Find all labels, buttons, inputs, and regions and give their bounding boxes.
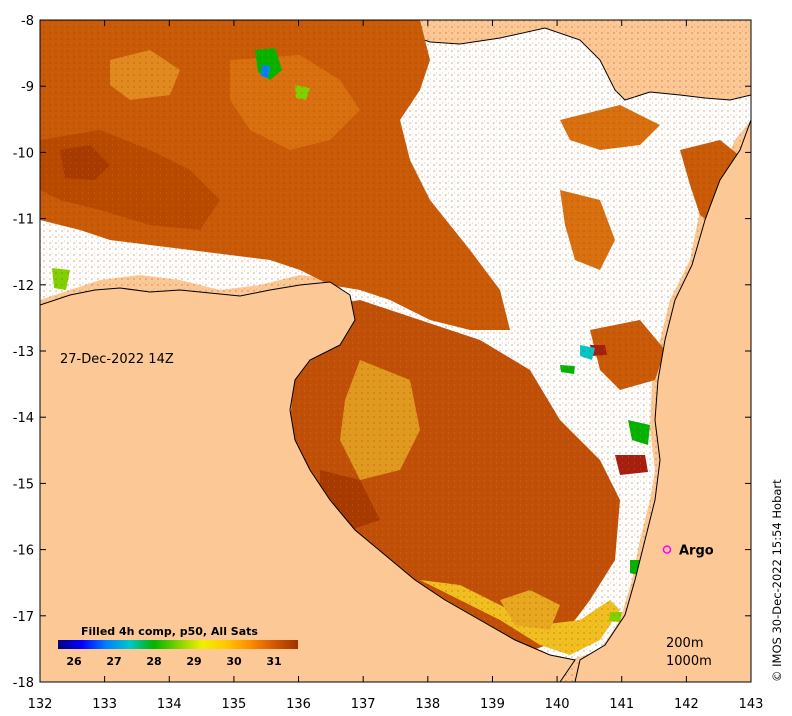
colorbar-tick-label: 27	[106, 655, 121, 668]
x-tick-label: 132	[28, 697, 53, 712]
y-tick-label: -8	[21, 14, 34, 29]
colorbar-tick-label: 30	[226, 655, 242, 668]
x-tick-label: 136	[286, 697, 311, 712]
colorbar-tick-label: 31	[266, 655, 281, 668]
x-axis-ticks: 132 133 134 135 136 137 138 139 140 141 142 143	[28, 20, 764, 712]
y-tick-label: -16	[13, 544, 34, 559]
x-tick-label: 133	[92, 697, 117, 712]
y-tick-label: -15	[13, 477, 34, 492]
colorbar-bar	[58, 640, 298, 649]
colorbar-tick-label: 26	[66, 655, 82, 668]
date-label: 27-Dec-2022 14Z	[60, 352, 174, 367]
y-tick-label: -10	[13, 146, 34, 161]
x-tick-label: 135	[221, 697, 246, 712]
y-axis-ticks: -8 -9 -10 -11 -12 -13 -14 -15 -16 -17 -18	[13, 14, 751, 691]
cape-york	[574, 119, 751, 682]
x-tick-label: 134	[157, 697, 182, 712]
depth-contour-1000m: 1000m	[666, 654, 712, 669]
credit-text: © IMOS 30-Dec-2022 15:54 Hobart	[770, 479, 784, 682]
y-tick-label: -9	[21, 80, 34, 95]
arnhem-land	[40, 281, 576, 682]
y-tick-label: -18	[13, 676, 34, 691]
x-tick-label: 141	[609, 697, 634, 712]
x-tick-label: 138	[415, 697, 440, 712]
y-tick-label: -17	[13, 610, 34, 625]
y-tick-label: -14	[13, 411, 34, 426]
x-tick-label: 143	[739, 697, 764, 712]
x-tick-label: 140	[545, 697, 570, 712]
x-tick-label: 139	[480, 697, 505, 712]
x-tick-label: 142	[674, 697, 699, 712]
colorbar-ticks: 26 27 28 29 30 31	[66, 655, 281, 668]
colorbar: Filled 4h comp, p50, All Sats 26 27 28 29 30…	[58, 625, 298, 668]
colorbar-title: Filled 4h comp, p50, All Sats	[81, 625, 258, 638]
colorbar-tick-label: 29	[186, 655, 201, 668]
y-tick-label: -11	[13, 213, 34, 228]
argo-label: Argo	[679, 544, 714, 559]
argo-marker[interactable]	[662, 545, 672, 554]
depth-contour-200m: 200m	[666, 636, 703, 651]
map-layers	[40, 20, 751, 682]
x-tick-label: 137	[351, 697, 376, 712]
y-tick-label: -12	[13, 279, 34, 294]
y-tick-label: -13	[13, 345, 34, 360]
colorbar-tick-label: 28	[146, 655, 161, 668]
